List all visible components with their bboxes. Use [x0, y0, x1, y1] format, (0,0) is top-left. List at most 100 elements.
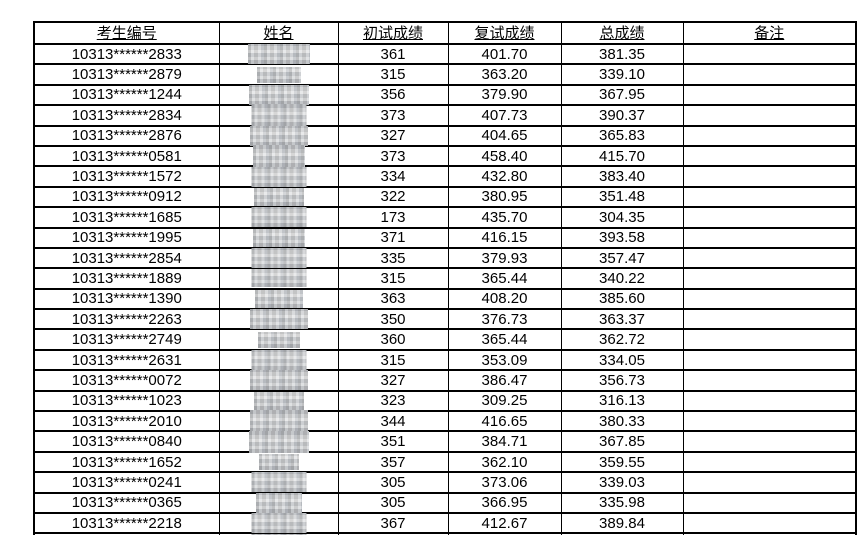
remark-cell — [682, 267, 857, 290]
candidate-id-cell: 10313******0241 — [33, 471, 220, 494]
name-cell — [218, 511, 339, 535]
candidate-id-cell: 10313******0365 — [33, 491, 220, 515]
initial-score-cell: 361 — [337, 42, 449, 66]
score-table: 考生编号 姓名 初试成绩 复试成绩 总成绩 备注 10313******2833… — [33, 21, 857, 535]
total-score-cell: 383.40 — [560, 165, 684, 188]
initial-score-cell: 357 — [337, 450, 449, 474]
initial-score-cell: 173 — [337, 206, 449, 229]
retest-score-cell: 435.70 — [447, 206, 562, 229]
initial-score-cell: 356 — [337, 83, 449, 107]
redacted-name — [247, 44, 310, 65]
total-score-cell: 367.85 — [560, 430, 684, 453]
retest-score-cell: 366.95 — [447, 491, 562, 515]
total-score-cell: 365.83 — [560, 124, 684, 147]
remark-cell — [682, 42, 857, 66]
total-score-cell: 356.73 — [560, 369, 684, 392]
redacted-name — [249, 309, 308, 330]
redacted-name — [249, 410, 308, 433]
remark-cell — [682, 369, 857, 392]
table-row: 10313******1244 356 379.90 367.95 — [33, 83, 857, 107]
candidate-id-cell: 10313******0581 — [33, 144, 220, 168]
redacted-name — [254, 289, 303, 308]
initial-score-cell: 351 — [337, 430, 449, 453]
initial-score-cell: 367 — [337, 511, 449, 535]
redacted-name — [257, 331, 300, 348]
name-cell — [218, 430, 339, 453]
table-row-partial — [33, 532, 857, 535]
column-header-initial-score: 初试成绩 — [337, 21, 449, 45]
remark-cell — [682, 226, 857, 249]
table-row: 10313******2218 367 412.67 389.84 — [33, 511, 857, 535]
retest-score-cell: 380.95 — [447, 185, 562, 209]
table-row: 10313******1685 173 435.70 304.35 — [33, 206, 857, 229]
score-table-body: 10313******2833 361 401.70 381.35 10313*****… — [33, 42, 857, 535]
name-cell — [218, 144, 339, 168]
redacted-name — [249, 125, 308, 146]
initial-score-cell: 315 — [337, 63, 449, 86]
total-score-cell: 339.10 — [560, 63, 684, 86]
name-cell — [218, 83, 339, 107]
total-score-cell: 340.22 — [560, 267, 684, 290]
candidate-id-cell: 10313******2876 — [33, 124, 220, 147]
total-score-cell: 380.33 — [560, 410, 684, 433]
candidate-id-cell: 10313******1023 — [33, 389, 220, 413]
redacted-name — [251, 472, 306, 493]
table-row: 10313******2854 335 379.93 357.47 — [33, 246, 857, 270]
remark-cell — [682, 328, 857, 351]
name-cell — [218, 104, 339, 127]
initial-score-cell: 322 — [337, 185, 449, 209]
remark-cell — [682, 165, 857, 188]
candidate-id-cell: 10313******2749 — [33, 328, 220, 351]
name-cell — [218, 348, 339, 372]
column-header-retest-score: 复试成绩 — [447, 21, 562, 45]
column-header-name: 姓名 — [218, 21, 339, 45]
retest-score-cell: 401.70 — [447, 42, 562, 66]
table-row: 10313******1995 371 416.15 393.58 — [33, 226, 857, 249]
total-score-cell: 304.35 — [560, 206, 684, 229]
table-row: 10313******0581 373 458.40 415.70 — [33, 144, 857, 168]
table-row: 10313******2749 360 365.44 362.72 — [33, 328, 857, 351]
name-cell — [218, 450, 339, 474]
retest-score-cell: 412.67 — [447, 511, 562, 535]
retest-score-cell: 365.44 — [447, 328, 562, 351]
table-row: 10313******2010 344 416.65 380.33 — [33, 410, 857, 433]
redacted-name — [248, 430, 309, 453]
table-row: 10313******0241 305 373.06 339.03 — [33, 471, 857, 494]
candidate-id-cell: 10313******1995 — [33, 226, 220, 249]
total-score-cell: 362.72 — [560, 328, 684, 351]
score-table-header: 考生编号 姓名 初试成绩 复试成绩 总成绩 备注 — [33, 21, 857, 45]
remark-cell — [682, 471, 857, 494]
remark-cell — [682, 491, 857, 515]
initial-score-cell: 335 — [337, 246, 449, 270]
table-row: 10313******2876 327 404.65 365.83 — [33, 124, 857, 147]
initial-score-cell: 373 — [337, 144, 449, 168]
total-score-cell: 367.95 — [560, 83, 684, 107]
table-row: 10313******1023 323 309.25 316.13 — [33, 389, 857, 413]
name-cell — [218, 246, 339, 270]
redacted-name — [256, 66, 301, 83]
name-cell — [218, 63, 339, 86]
total-score-cell: 389.84 — [560, 511, 684, 535]
redacted-name — [251, 248, 306, 269]
name-cell — [218, 532, 339, 535]
total-score-cell: 334.05 — [560, 348, 684, 372]
candidate-id-cell: 10313******0072 — [33, 369, 220, 392]
remark-cell — [682, 206, 857, 229]
initial-score-cell: 315 — [337, 267, 449, 290]
initial-score-cell: 305 — [337, 491, 449, 515]
name-cell — [218, 287, 339, 311]
retest-score-cell: 309.25 — [447, 389, 562, 413]
remark-cell — [682, 144, 857, 168]
candidate-id-cell: 10313******1572 — [33, 165, 220, 188]
name-cell — [218, 267, 339, 290]
retest-score-cell: 362.10 — [447, 450, 562, 474]
redacted-name — [251, 513, 306, 534]
remark-cell — [682, 450, 857, 474]
initial-score-cell: 323 — [337, 389, 449, 413]
redacted-name — [253, 187, 304, 206]
initial-score-cell: 334 — [337, 165, 449, 188]
name-cell — [218, 308, 339, 331]
total-score-cell: 339.03 — [560, 471, 684, 494]
table-row: 10313******0912 322 380.95 351.48 — [33, 185, 857, 209]
header-row: 考生编号 姓名 初试成绩 复试成绩 总成绩 备注 — [33, 21, 857, 45]
